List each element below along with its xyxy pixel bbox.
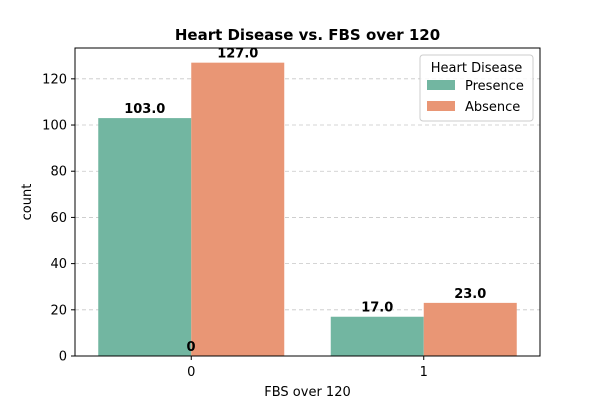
bar-absence-0 — [191, 62, 285, 357]
x-axis-label: FBS over 120 — [264, 385, 351, 400]
y-tick-label-1: 20 — [50, 303, 67, 318]
y-tick-label-5: 100 — [42, 119, 67, 134]
plot-frame — [74, 47, 541, 357]
y-axis-label: count — [20, 184, 35, 221]
bar-absence-1 — [423, 302, 517, 356]
bar-labels: 103.0 127.0 17.0 23.0 — [124, 47, 486, 316]
y-tick-label-4: 80 — [50, 165, 67, 180]
legend-swatch-absence — [427, 101, 455, 111]
legend: Heart Disease Presence Absence — [419, 54, 534, 122]
legend-label-absence: Absence — [465, 100, 520, 115]
y-axis: 0 20 40 60 80 100 120 — [42, 72, 75, 365]
legend-title: Heart Disease — [431, 61, 522, 76]
bar-label-presence-1: 17.0 — [361, 301, 393, 316]
y-tick-label-3: 60 — [50, 211, 67, 226]
y-tick-label-0: 0 — [59, 350, 67, 365]
legend-label-presence: Presence — [465, 79, 524, 94]
bar-label-presence-0: 103.0 — [124, 102, 165, 117]
chart-title: Heart Disease vs. FBS over 120 — [175, 26, 440, 44]
zero-bar-label: 0 — [186, 340, 195, 355]
legend-swatch-presence — [427, 80, 455, 90]
bars — [98, 62, 517, 357]
y-tick-label-6: 120 — [42, 72, 67, 87]
bar-label-absence-1: 23.0 — [454, 287, 486, 302]
x-tick-label-0: 0 — [187, 365, 195, 380]
bar-presence-1 — [330, 316, 424, 356]
bar-label-absence-0: 127.0 — [217, 47, 258, 62]
legend-items: Presence Absence — [427, 79, 524, 115]
x-tick-label-1: 1 — [420, 365, 428, 380]
bar-presence-0 — [98, 118, 192, 357]
y-tick-label-2: 40 — [50, 257, 67, 272]
